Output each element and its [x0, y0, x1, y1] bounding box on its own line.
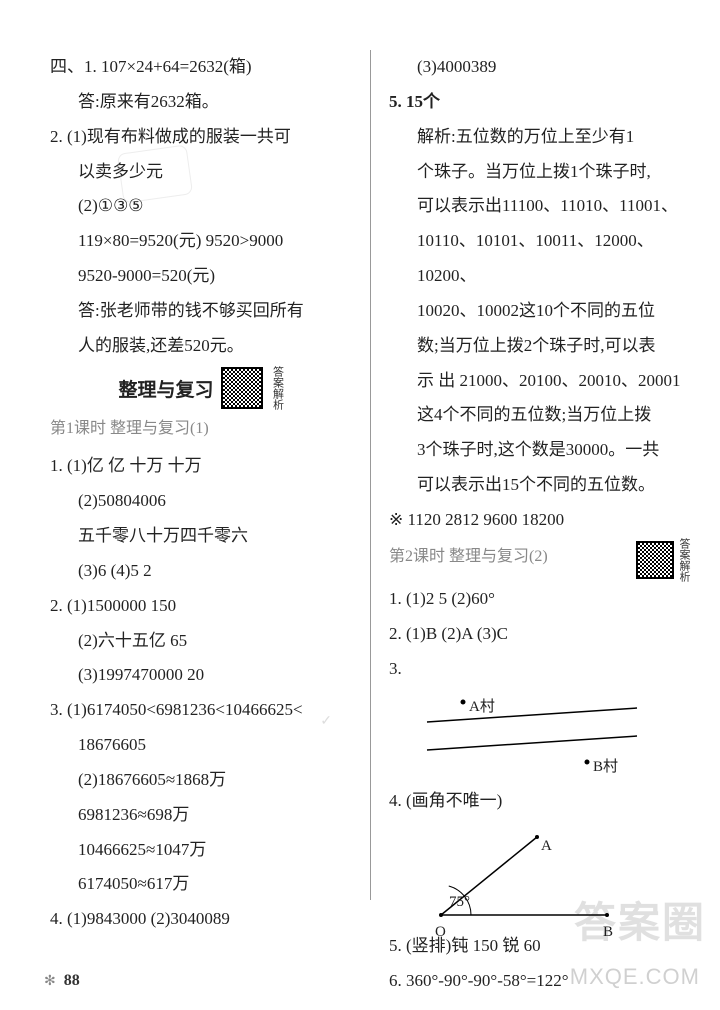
lesson-header-row: 第2课时 整理与复习(2) 答案解析	[389, 538, 690, 582]
text-line: 可以表示出11100、11010、11001、	[389, 189, 690, 224]
text-line: 解析:五位数的万位上至少有1	[389, 120, 690, 155]
watermark-url: MXQE.COM	[570, 964, 700, 990]
point-label-b: B村	[593, 752, 618, 783]
text-line: 4. (1)9843000 (2)3040089	[50, 902, 352, 937]
page-footer: ✻ 88	[44, 972, 80, 990]
point-label-a: A村	[469, 692, 495, 723]
text-line: (2)18676605≈1868万	[50, 763, 352, 798]
lesson-title: 第2课时 整理与复习(2)	[389, 541, 548, 574]
point-label-a: A	[541, 831, 552, 862]
left-column: 四、1. 107×24+64=2632(箱) 答:原来有2632箱。 2. (1…	[50, 50, 370, 900]
text-line: 3个珠子时,这个数是30000。一共	[389, 433, 690, 468]
page-number: 88	[64, 972, 80, 990]
qr-code-icon	[636, 541, 674, 579]
qr-code-icon	[221, 367, 263, 409]
text-line: 9520-9000=520(元)	[50, 259, 352, 294]
text-line: 10110、10101、10011、12000、10200、	[389, 224, 690, 294]
text-line: 四、1. 107×24+64=2632(箱)	[50, 50, 352, 85]
text-line: ※ 1120 2812 9600 18200	[389, 503, 690, 538]
text-line: 4. (画角不唯一)	[389, 784, 690, 819]
text-line: (3)1997470000 20	[50, 658, 352, 693]
text-line: 以卖多少元	[50, 155, 352, 190]
star-icon: ✻	[44, 973, 56, 990]
angle-label: 75°	[449, 887, 470, 918]
text-line: 1. (1)2 5 (2)60°	[389, 582, 690, 617]
text-line: 119×80=9520(元) 9520>9000	[50, 224, 352, 259]
text-line: (3)4000389	[389, 50, 690, 85]
text-line: 3.	[389, 652, 690, 687]
text-line: (2)①③⑤	[50, 189, 352, 224]
text-line: 18676605	[50, 728, 352, 763]
text-line: (2)六十五亿 65	[50, 624, 352, 659]
lesson-title: 第1课时 整理与复习(1)	[50, 413, 209, 446]
text-line: 答:张老师带的钱不够买回所有	[50, 294, 352, 329]
lesson-header: 第1课时 整理与复习(1)	[50, 413, 352, 446]
text-line: 答:原来有2632箱。	[50, 85, 352, 120]
text-line: 10466625≈1047万	[50, 833, 352, 868]
watermark-large: 答案圈	[574, 889, 706, 950]
point-label-o: O	[435, 917, 446, 948]
right-column: (3)4000389 5. 15个 解析:五位数的万位上至少有1 个珠子。当万位…	[370, 50, 690, 900]
section-title: 整理与复习	[118, 372, 213, 411]
text-line: 1. (1)亿 亿 十万 十万	[50, 449, 352, 484]
text-line: (2)50804006	[50, 484, 352, 519]
text-line: 6174050≈617万	[50, 867, 352, 902]
text-line: 2. (1)现有布料做成的服装一共可	[50, 120, 352, 155]
text-line: (3)6 (4)5 2	[50, 554, 352, 589]
section-header-row: 整理与复习 答案解析	[50, 364, 352, 413]
text-line: 5. 15个	[389, 85, 690, 120]
text-line: 2. (1)1500000 150	[50, 589, 352, 624]
text-line: 10020、10002这10个不同的五位	[389, 294, 690, 329]
text-line: 可以表示出15个不同的五位数。	[389, 468, 690, 503]
text-line: 数;当万位上拨2个珠子时,可以表	[389, 329, 690, 364]
qr-caption: 答案解析	[678, 538, 690, 582]
text-line: 五千零八十万四千零六	[50, 519, 352, 554]
text-line: 3. (1)6174050<6981236<10466625<	[50, 693, 352, 728]
diagram-parallel-lines: A村 B村	[417, 692, 647, 778]
text-line: 6981236≈698万	[50, 798, 352, 833]
qr-caption: 答案解析	[271, 366, 283, 410]
text-line: 人的服装,还差520元。	[50, 329, 352, 364]
text-line: 示 出 21000、20100、20010、20001	[389, 364, 690, 399]
text-line: 个珠子。当万位上拨1个珠子时,	[389, 155, 690, 190]
text-line: 这4个不同的五位数;当万位上拨	[389, 398, 690, 433]
text-line: 2. (1)B (2)A (3)C	[389, 617, 690, 652]
